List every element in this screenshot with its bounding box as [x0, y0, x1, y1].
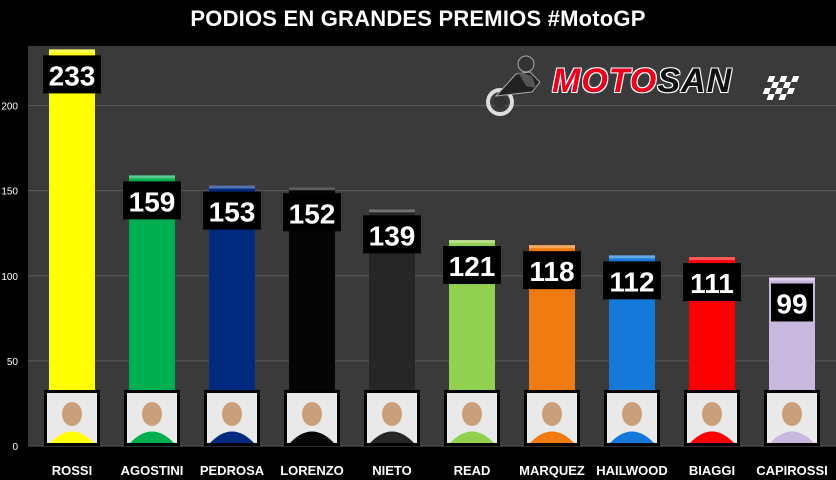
rider-shoulders: [370, 431, 414, 443]
y-tick-label: 0: [12, 442, 18, 453]
y-tick-label: 100: [1, 272, 18, 283]
data-label: 99: [776, 288, 807, 319]
x-tick-label: MARQUEZ: [519, 463, 585, 478]
bar-highlight: [289, 187, 335, 191]
data-label-box: [523, 251, 581, 290]
logo-text-san: SAN: [657, 62, 733, 100]
x-tick-label: HAILWOOD: [596, 463, 668, 478]
x-tick-label: AGOSTINI: [121, 463, 184, 478]
data-label: 159: [129, 186, 176, 217]
data-label: 111: [690, 268, 734, 299]
x-tick-label: NIETO: [372, 463, 412, 478]
rider-face: [782, 402, 802, 426]
bar-highlight: [609, 255, 655, 259]
bar-highlight: [209, 185, 255, 189]
data-label: 121: [449, 251, 496, 282]
y-tick-label: 50: [7, 357, 19, 368]
rider-face: [302, 402, 322, 426]
x-tick-label: CAPIROSSI: [756, 463, 828, 478]
motosan-logo: MOTOSAN: [486, 52, 816, 118]
rider-face: [62, 402, 82, 426]
y-tick-label: 150: [1, 187, 18, 198]
data-label-box: [203, 191, 261, 230]
rider-shoulders: [130, 431, 174, 443]
data-label: 152: [289, 198, 336, 229]
data-label-box: [43, 55, 101, 94]
rider-shoulders: [210, 431, 254, 443]
bar-highlight: [689, 257, 735, 261]
rider-face: [542, 402, 562, 426]
x-tick-label: ROSSI: [52, 463, 92, 478]
y-tick-label: 200: [1, 102, 18, 113]
checkered-flag-icon: [762, 76, 800, 100]
rider-shoulders: [530, 431, 574, 443]
motorcycle-rider-icon: [486, 55, 541, 116]
data-label: 139: [369, 220, 416, 251]
rider-face: [222, 402, 242, 426]
rider-shoulders: [50, 431, 94, 443]
bar: [49, 49, 95, 446]
x-tick-label: READ: [454, 463, 491, 478]
rider-face: [462, 402, 482, 426]
data-label-box: [443, 246, 501, 285]
data-label-box: [363, 215, 421, 254]
bar-highlight: [449, 240, 495, 244]
rider-face: [702, 402, 722, 426]
logo-text: MOTOSAN: [552, 62, 732, 101]
x-tick-label: BIAGGI: [689, 463, 735, 478]
bar-highlight: [369, 209, 415, 213]
data-label: 112: [609, 266, 654, 297]
logo-text-moto: MOTO: [552, 62, 658, 100]
rider-shoulders: [290, 431, 334, 443]
rider-face: [622, 402, 642, 426]
bar-highlight: [769, 277, 815, 281]
data-label-box: [683, 263, 741, 302]
data-label-box: [771, 283, 813, 322]
data-label: 118: [529, 256, 574, 287]
data-label: 233: [49, 60, 96, 91]
bar-highlight: [129, 175, 175, 179]
x-tick-label: PEDROSA: [200, 463, 265, 478]
bar-highlight: [49, 49, 95, 53]
rider-shoulders: [450, 431, 494, 443]
data-label-box: [603, 261, 661, 300]
data-label: 153: [209, 197, 256, 228]
x-tick-label: LORENZO: [280, 463, 344, 478]
bar-highlight: [529, 245, 575, 249]
rider-shoulders: [690, 431, 734, 443]
data-label-box: [283, 193, 341, 232]
chart-title: PODIOS EN GRANDES PREMIOS #MotoGP: [190, 6, 646, 31]
data-label-box: [123, 181, 181, 220]
rider-face: [142, 402, 162, 426]
rider-shoulders: [610, 431, 654, 443]
rider-shoulders: [770, 431, 814, 443]
rider-face: [382, 402, 402, 426]
